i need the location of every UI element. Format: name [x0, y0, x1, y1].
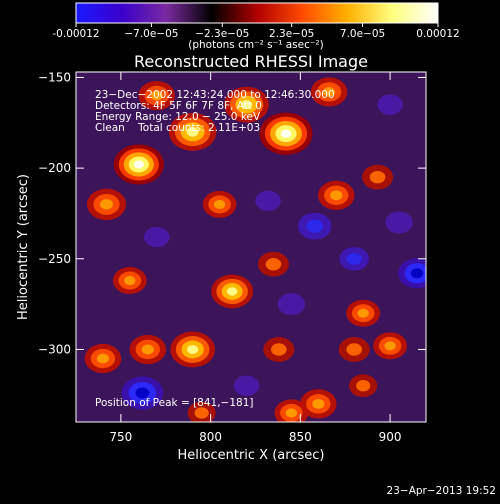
- x-tick-label: 750: [109, 430, 132, 444]
- heatmap-image: [84, 77, 426, 422]
- x-tick-label: 900: [379, 430, 402, 444]
- annotation-block: 23−Dec−2002 12:43:24.000 to 12:46:30.000…: [95, 89, 335, 409]
- annotation-peak: Position of Peak = [841,−181]: [95, 397, 254, 409]
- dim-source: [135, 387, 150, 399]
- colorbar-tick-label: 7.0e−05: [340, 28, 385, 40]
- peak-marker: [282, 131, 287, 136]
- dim-source: [143, 226, 170, 248]
- bright-source: [213, 199, 226, 209]
- annotation-energy-range: Energy Range: 12.0 − 25.0 keV: [95, 111, 261, 123]
- bright-source: [369, 170, 386, 184]
- y-tick-label: −250: [38, 252, 71, 266]
- colorbar-tick-label: -0.00012: [52, 28, 99, 40]
- colorbar-tick-label: −7.0e−05: [124, 28, 178, 40]
- dim-source: [233, 375, 260, 396]
- bright-source: [133, 160, 144, 169]
- colorbar: -0.00012 −7.0e−05 −2.3e−05 2.3e−05 7.0e−05 0.…: [52, 2, 460, 51]
- bright-source: [96, 353, 110, 364]
- bright-source: [240, 100, 253, 110]
- bright-source: [285, 408, 297, 418]
- bright-source: [384, 341, 396, 351]
- y-tick-label: −200: [38, 161, 71, 175]
- bright-source: [150, 90, 163, 101]
- colorbar-ticks: -0.00012 −7.0e−05 −2.3e−05 2.3e−05 7.0e−05 0.…: [52, 23, 460, 40]
- x-axis-label: Heliocentric X (arcsec): [178, 448, 325, 463]
- bright-source: [141, 344, 154, 355]
- bright-source: [271, 343, 287, 356]
- plot-frame: [75, 71, 427, 423]
- bright-source: [226, 287, 238, 296]
- annotation-time-range: 23−Dec−2002 12:43:24.000 to 12:46:30.000: [95, 89, 335, 101]
- dim-source: [377, 94, 403, 115]
- bright-source: [322, 87, 336, 97]
- bright-source: [186, 127, 199, 137]
- dim-source: [346, 252, 362, 265]
- dim-source: [410, 268, 424, 279]
- y-tick-label: −150: [38, 70, 71, 84]
- axis-ticks: 750 800 850 900 −150 −200 −250 −300: [38, 70, 426, 444]
- colorbar-tick-label: 0.00012: [416, 28, 459, 40]
- colorbar-tick-label: 2.3e−05: [269, 28, 314, 40]
- bright-source: [312, 398, 325, 409]
- dim-source: [255, 190, 281, 211]
- y-axis-label: Heliocentric Y (arcsec): [16, 174, 31, 320]
- annotation-detectors: Detectors: 4F 5F 6F 7F 8F, Att 0: [95, 100, 262, 112]
- colorbar-gradient: [75, 2, 439, 24]
- bright-source: [124, 276, 136, 286]
- plot-area: 750 800 850 900 −150 −200 −250 −300: [38, 70, 427, 444]
- bright-source: [187, 344, 199, 354]
- bright-source: [100, 199, 114, 210]
- bright-source: [265, 258, 282, 271]
- dim-source: [277, 293, 306, 316]
- x-tick-label: 850: [289, 430, 312, 444]
- bright-source: [330, 190, 343, 201]
- x-tick-label: 800: [199, 430, 222, 444]
- dim-source: [385, 211, 413, 234]
- y-tick-label: −300: [38, 342, 71, 356]
- colorbar-tick-label: −2.3e−05: [195, 28, 249, 40]
- bright-source: [357, 308, 369, 318]
- plot-background: [76, 72, 426, 422]
- bright-source: [346, 343, 363, 356]
- colorbar-units: (photons cm⁻² s⁻¹ asec⁻²): [188, 39, 323, 51]
- dim-source: [306, 219, 324, 233]
- footer-timestamp: 23−Apr−2013 19:52: [387, 485, 496, 497]
- bright-source: [356, 380, 371, 392]
- annotation-algorithm: Clean Total counts: 2.11E+03: [95, 122, 260, 134]
- bright-source: [194, 407, 209, 419]
- chart-title: Reconstructed RHESSI Image: [134, 52, 368, 71]
